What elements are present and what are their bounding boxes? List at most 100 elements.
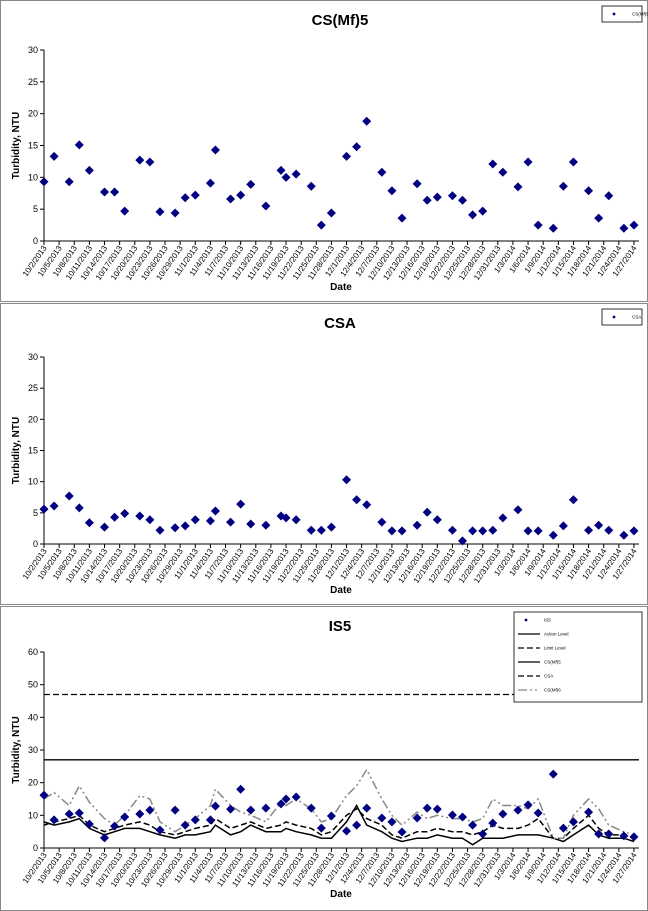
data-point (236, 784, 246, 794)
data-point (629, 832, 639, 842)
data-point (352, 820, 362, 830)
y-axis-label: Turbidity, NTU (11, 716, 22, 783)
data-point (594, 520, 604, 530)
y-tick-label: 10 (28, 172, 38, 182)
data-point (478, 526, 488, 536)
panel-frame (0, 0, 648, 302)
panel-frame (0, 303, 648, 605)
y-tick-label: 25 (28, 383, 38, 393)
data-point (533, 526, 543, 536)
data-point (190, 515, 200, 525)
data-point (604, 525, 614, 535)
data-point (548, 530, 558, 540)
data-point (604, 829, 614, 839)
legend-label: CSA (632, 315, 641, 320)
data-point (291, 792, 301, 802)
data-point (39, 177, 49, 187)
data-line (43, 803, 635, 846)
data-point (584, 525, 594, 535)
data-point (190, 190, 200, 200)
data-point (387, 186, 397, 196)
data-point (362, 500, 372, 510)
data-point (458, 812, 468, 822)
data-point (422, 507, 432, 517)
data-point (326, 522, 336, 532)
data-point (261, 201, 271, 211)
data-point (458, 195, 468, 205)
data-point (422, 803, 432, 813)
data-point (558, 823, 568, 833)
data-point (49, 151, 59, 161)
data-point (468, 526, 478, 536)
data-point (39, 790, 49, 800)
data-point (306, 803, 316, 813)
legend-marker (524, 618, 528, 622)
data-point (135, 511, 145, 521)
data-point (135, 155, 145, 165)
data-line (43, 768, 635, 839)
y-tick-label: 15 (28, 446, 38, 456)
data-point (226, 804, 236, 814)
y-tick-label: 40 (28, 712, 38, 722)
data-point (619, 223, 629, 233)
data-point (281, 513, 291, 523)
data-point (74, 808, 84, 818)
data-point (180, 820, 190, 830)
legend-box (601, 308, 643, 326)
data-point (397, 526, 407, 536)
data-point (498, 167, 508, 177)
y-tick-label: 20 (28, 109, 38, 119)
data-point (180, 521, 190, 531)
y-tick-label: 60 (28, 647, 38, 657)
data-point (246, 179, 256, 189)
data-point (377, 813, 387, 823)
data-point (64, 809, 74, 819)
data-point (170, 523, 180, 533)
data-point (110, 821, 120, 831)
data-point (362, 116, 372, 126)
data-point (74, 140, 84, 150)
data-point (377, 167, 387, 177)
data-point (558, 181, 568, 191)
data-point (558, 521, 568, 531)
data-point (39, 504, 49, 514)
data-point (74, 503, 84, 513)
data-point (155, 825, 165, 835)
data-point (447, 191, 457, 201)
data-point (246, 519, 256, 529)
data-point (120, 812, 130, 822)
data-point (326, 811, 336, 821)
data-point (316, 220, 326, 230)
data-point (49, 501, 59, 511)
data-point (190, 815, 200, 825)
data-point (397, 213, 407, 223)
data-point (110, 512, 120, 522)
data-point (316, 525, 326, 535)
data-point (316, 823, 326, 833)
y-tick-label: 20 (28, 778, 38, 788)
data-point (352, 142, 362, 152)
data-point (619, 831, 629, 841)
data-point (326, 208, 336, 218)
data-point (100, 187, 110, 197)
legend-label: Limit Level (544, 646, 566, 651)
data-point (432, 515, 442, 525)
y-tick-label: 50 (28, 680, 38, 690)
data-point (513, 182, 523, 192)
y-tick-label: 5 (33, 508, 38, 518)
data-point (629, 526, 639, 536)
y-tick-label: 10 (28, 477, 38, 487)
y-tick-label: 0 (33, 539, 38, 549)
data-point (145, 515, 155, 525)
legend-box (601, 5, 643, 23)
data-point (387, 526, 397, 536)
data-point (236, 499, 246, 509)
y-tick-label: 20 (28, 414, 38, 424)
data-point (377, 517, 387, 527)
data-point (170, 208, 180, 218)
data-point (100, 833, 110, 843)
data-point (488, 818, 498, 828)
data-point (281, 172, 291, 182)
data-point (498, 513, 508, 523)
data-point (362, 803, 372, 813)
